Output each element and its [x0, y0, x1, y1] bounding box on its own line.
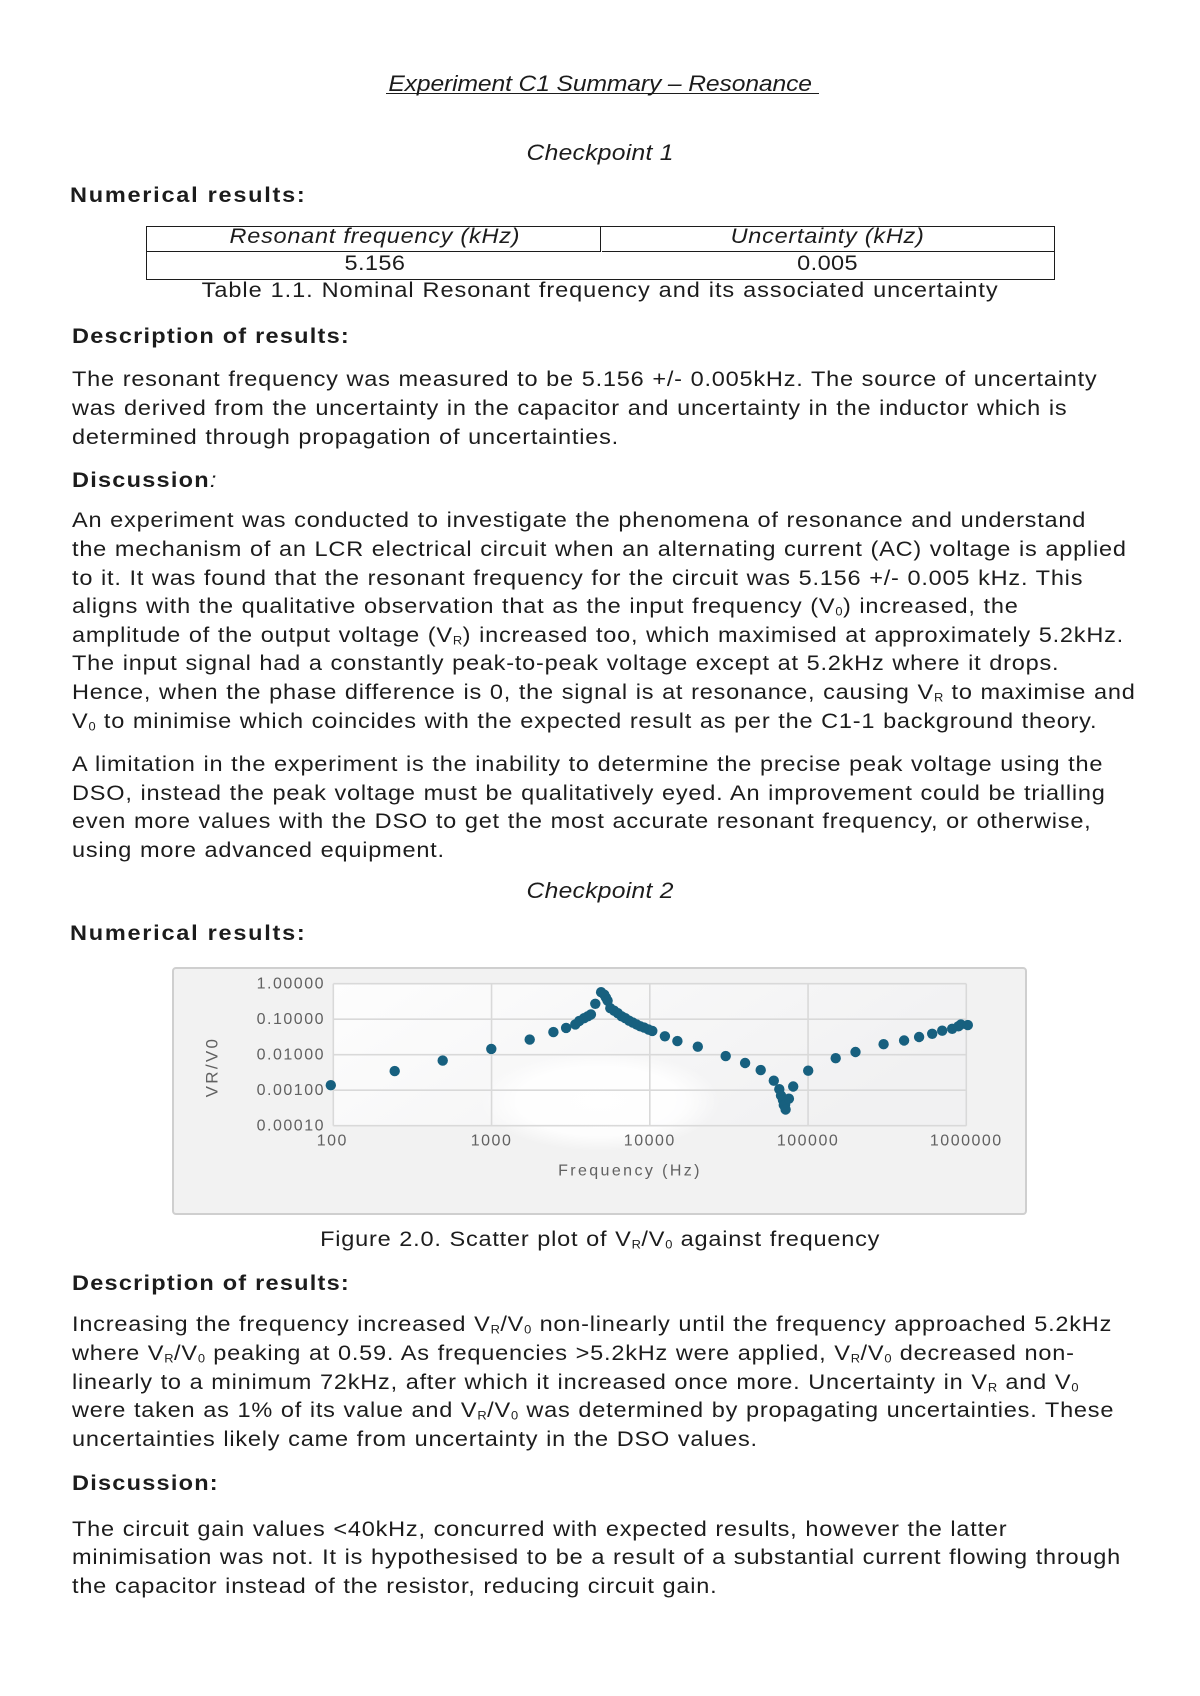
svg-text:0.10000: 0.10000 — [257, 1011, 325, 1028]
svg-text:1000000: 1000000 — [930, 1133, 1003, 1150]
svg-text:1000: 1000 — [471, 1133, 513, 1150]
svg-text:100: 100 — [317, 1133, 348, 1150]
svg-text:0.00100: 0.00100 — [257, 1082, 325, 1099]
svg-text:Frequency (Hz): Frequency (Hz) — [558, 1163, 702, 1180]
svg-text:0.01000: 0.01000 — [257, 1047, 325, 1064]
svg-text:100000: 100000 — [777, 1133, 839, 1150]
svg-text:10000: 10000 — [624, 1133, 676, 1150]
svg-text:VR/V0: VR/V0 — [203, 1037, 222, 1098]
svg-text:1.00000: 1.00000 — [257, 976, 325, 993]
svg-text:0.00010: 0.00010 — [257, 1118, 325, 1135]
